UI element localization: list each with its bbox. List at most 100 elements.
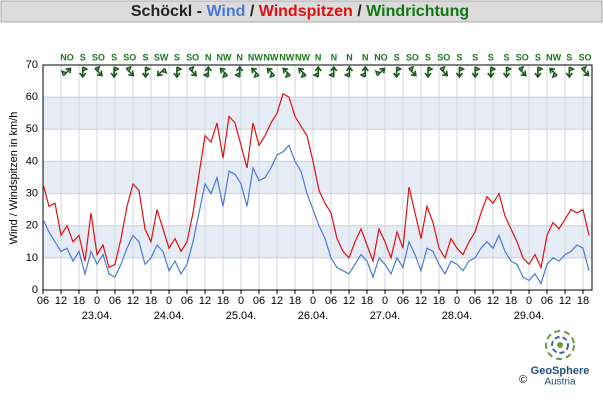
x-tick-label: 0 — [526, 295, 532, 307]
y-tick-label: 40 — [26, 155, 38, 167]
wind-direction-label: SO — [123, 52, 136, 62]
brand-sub: Austria — [544, 377, 576, 388]
x-tick-label: 0 — [454, 295, 460, 307]
wind-direction-label: NO — [60, 52, 74, 62]
wind-direction-arrow — [141, 66, 152, 79]
x-tick-label: 0 — [166, 295, 172, 307]
wind-direction-label: S — [566, 52, 572, 62]
title-part: / — [245, 3, 258, 20]
x-tick-label: 06 — [397, 295, 409, 307]
wind-direction-arrow — [471, 66, 481, 79]
wind-direction-arrow — [266, 67, 276, 79]
title-part: Schöckl - — [131, 3, 207, 20]
wind-direction-label: N — [362, 52, 369, 62]
x-tick-label: 12 — [487, 295, 499, 307]
wind-direction-arrow — [424, 66, 434, 79]
wind-direction-label: SO — [92, 52, 105, 62]
wind-direction-label: S — [535, 52, 541, 62]
x-tick-label: 18 — [289, 295, 301, 307]
wind-direction-label: S — [394, 52, 400, 62]
plot-frame — [42, 64, 593, 291]
x-tick-label: 06 — [253, 295, 265, 307]
wind-direction-label: S — [174, 52, 180, 62]
wind-direction-arrow — [79, 66, 89, 79]
day-label: 23.04. — [82, 310, 113, 322]
wind-direction-arrow — [374, 67, 386, 77]
wind-direction-arrow — [110, 66, 120, 79]
y-tick-label: 30 — [26, 187, 38, 199]
wind-direction-arrow — [549, 67, 558, 79]
wind-direction-label: SO — [437, 52, 450, 62]
wind-direction-arrow — [188, 65, 198, 77]
wind-direction-arrow — [233, 65, 244, 78]
wind-direction-label: S — [142, 52, 148, 62]
wind-direction-arrow — [343, 65, 354, 78]
y-tick-label: 0 — [32, 284, 38, 296]
wind-direction-label: N — [236, 52, 243, 62]
wind-direction-arrow — [502, 66, 513, 79]
wind-direction-arrow — [298, 67, 307, 79]
x-tick-label: 0 — [94, 295, 100, 307]
wind-direction-label: S — [472, 52, 478, 62]
title-part: / — [353, 3, 366, 20]
title-part: Windspitzen — [259, 3, 353, 20]
grid-band — [43, 225, 592, 258]
wind-direction-label: NW — [546, 52, 561, 62]
wind-direction-label: N — [346, 52, 353, 62]
wind-direction-arrow — [408, 65, 417, 77]
series-line — [42, 144, 590, 286]
x-tick-label: 12 — [55, 295, 67, 307]
wind-direction-arrow — [125, 65, 135, 77]
x-tick-label: 18 — [145, 295, 157, 307]
y-tick-label: 60 — [26, 91, 38, 103]
chart-title: Schöckl - Wind / Windspitzen / Windricht… — [131, 3, 469, 20]
wind-direction-arrow — [60, 67, 72, 77]
title-bar — [0, 0, 603, 23]
wind-direction-arrow — [359, 65, 369, 78]
logo — [545, 330, 575, 360]
wind-direction-label: SO — [186, 52, 199, 62]
x-tick-label: 06 — [181, 295, 193, 307]
wind-direction-arrow — [487, 66, 497, 79]
wind-direction-arrow — [156, 67, 168, 77]
x-tick-label: 0 — [310, 295, 316, 307]
wind-direction-label: NW — [264, 52, 279, 62]
title-part: Windrichtung — [366, 3, 469, 20]
grid-band — [43, 161, 592, 194]
wind-direction-label: N — [331, 52, 338, 62]
wind-direction-arrow — [518, 65, 527, 77]
wind-direction-arrow — [312, 65, 322, 78]
wind-direction-label: SW — [154, 52, 169, 62]
y-tick-label: 70 — [26, 59, 38, 71]
wind-direction-label: S — [80, 52, 86, 62]
x-tick-label: 12 — [199, 295, 211, 307]
wind-direction-label: S — [456, 52, 462, 62]
x-tick-label: 18 — [505, 295, 517, 307]
y-tick-label: 50 — [26, 123, 38, 135]
day-label: 27.04. — [370, 310, 401, 322]
x-tick-label: 18 — [73, 295, 85, 307]
wind-direction-label: NW — [279, 52, 294, 62]
day-label: 26.04. — [298, 310, 329, 322]
wind-direction-label: S — [488, 52, 494, 62]
wind-direction-arrow — [173, 66, 183, 79]
x-tick-label: 12 — [343, 295, 355, 307]
x-tick-label: 0 — [382, 295, 388, 307]
x-tick-label: 18 — [577, 295, 589, 307]
wind-direction-label: SO — [578, 52, 591, 62]
x-tick-label: 12 — [271, 295, 283, 307]
x-tick-label: 06 — [37, 295, 49, 307]
x-tick-label: 18 — [433, 295, 445, 307]
wind-direction-arrow — [94, 65, 103, 77]
wind-direction-arrow — [282, 67, 291, 79]
wind-direction-label: NW — [216, 52, 231, 62]
series-line — [42, 93, 590, 270]
brand: GeoSphere — [531, 365, 590, 377]
y-axis-label: Wind / Windspitzen in km/h — [8, 112, 20, 245]
wind-direction-arrow — [392, 66, 403, 79]
wind-direction-label: N — [205, 52, 212, 62]
wind-direction-label: NO — [374, 52, 388, 62]
copyright: © — [519, 374, 527, 386]
wind-direction-label: S — [111, 52, 117, 62]
day-label: 28.04. — [442, 310, 473, 322]
